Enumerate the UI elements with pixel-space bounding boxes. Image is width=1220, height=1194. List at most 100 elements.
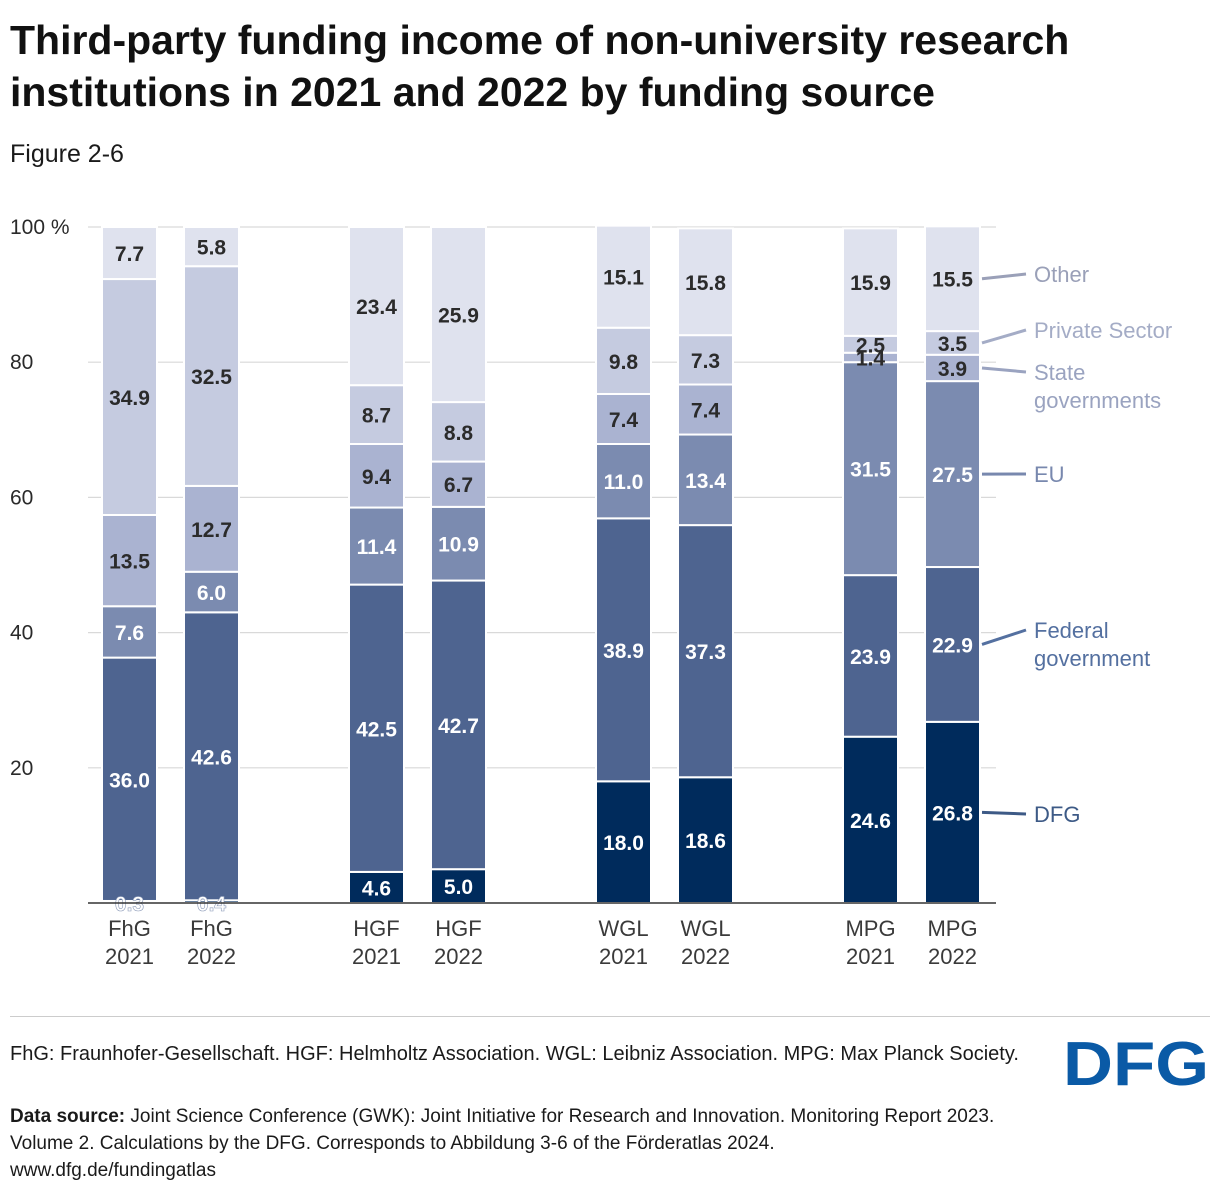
value-label: 5.8	[197, 237, 227, 260]
x-tick-label: HGF	[435, 916, 481, 941]
y-tick-label: 40	[10, 622, 33, 645]
dfg-logo: DFG	[1063, 1033, 1209, 1093]
x-tick-label: 2022	[187, 944, 236, 969]
legend-label: government	[1034, 646, 1150, 671]
value-label: 37.3	[685, 641, 726, 664]
x-tick-label: 2022	[434, 944, 483, 969]
value-label: 12.7	[191, 519, 232, 542]
abbreviations-note: FhG: Fraunhofer-Gesellschaft. HGF: Helmh…	[10, 1043, 1019, 1065]
x-tick-label: WGL	[598, 916, 648, 941]
value-label: 6.0	[197, 582, 226, 605]
legend-label: DFG	[1034, 802, 1080, 827]
bar-segment	[842, 227, 899, 337]
value-label: 7.6	[115, 622, 144, 645]
value-label: 23.4	[356, 296, 397, 319]
bar-segment	[924, 566, 981, 723]
stacked-bar-chart: 0.3 0.4 4.6 5.0 18.0 18.6 24.6 26.8 36.0 42.6 42.5…	[10, 216, 1172, 969]
x-tick-label: FhG	[190, 916, 233, 941]
legend-label: Federal	[1034, 618, 1109, 643]
value-label: 7.7	[115, 243, 144, 266]
legend-leader-line	[981, 628, 1027, 646]
data-source: Data source: Joint Science Conference (G…	[10, 1103, 1050, 1184]
bar-segment	[595, 392, 652, 445]
figure-number: Figure 2-6	[10, 140, 124, 168]
bar-segment	[101, 656, 158, 902]
value-label: 18.0	[603, 832, 644, 855]
value-label: 18.6	[685, 830, 726, 853]
bar-segment	[101, 513, 158, 608]
x-tick-label: FhG	[108, 916, 151, 941]
value-label: 32.5	[191, 366, 232, 389]
bar-segment	[348, 442, 405, 509]
bar-segment	[924, 353, 981, 383]
y-tick-label: 100 %	[10, 216, 70, 239]
bar-segment	[595, 442, 652, 520]
bar-segment	[677, 433, 734, 527]
value-label: 15.5	[932, 269, 973, 292]
value-label: 7.4	[609, 409, 639, 432]
value-label: 8.7	[362, 405, 391, 428]
bar-segment	[183, 265, 240, 487]
x-tick-label: 2021	[105, 944, 154, 969]
legend-leader-line	[981, 366, 1027, 374]
bar-segment	[677, 776, 734, 904]
legend-leader-line	[981, 272, 1027, 281]
bar-segment	[183, 226, 240, 268]
value-label: 7.3	[691, 350, 720, 373]
bar-segment	[677, 524, 734, 779]
x-tick-label: MPG	[927, 916, 977, 941]
value-label: 15.1	[603, 267, 644, 290]
legend-label: EU	[1034, 462, 1065, 487]
bar-segment	[101, 278, 158, 516]
x-tick-label: 2022	[928, 944, 977, 969]
x-tick-label: 2021	[352, 944, 401, 969]
bar-segment	[183, 611, 240, 902]
value-label: 9.8	[609, 351, 639, 374]
x-tick-label: MPG	[845, 916, 895, 941]
bar-segment	[430, 579, 487, 871]
bar-segment	[595, 224, 652, 329]
value-label: 22.9	[932, 634, 973, 657]
legend-label: Other	[1034, 262, 1089, 287]
bar-segment	[101, 605, 158, 659]
chart-title: Third-party funding income of non-univer…	[10, 17, 1070, 115]
y-tick-label: 60	[10, 486, 33, 509]
value-label: 15.8	[685, 272, 726, 295]
bar-segment	[430, 460, 487, 508]
value-label: 36.0	[109, 769, 150, 792]
x-tick-label: 2022	[681, 944, 730, 969]
y-tick-label: 80	[10, 351, 33, 374]
x-tick-label: 2021	[599, 944, 648, 969]
value-label: 8.8	[444, 422, 474, 445]
footer-divider	[10, 1016, 1210, 1017]
value-label: 3.9	[938, 358, 967, 381]
value-label: 4.6	[362, 877, 391, 900]
legend-label: State	[1034, 360, 1085, 385]
value-label: 31.5	[850, 459, 891, 482]
value-label: 3.5	[938, 333, 968, 356]
data-source-url[interactable]: www.dfg.de/fundingatlas	[10, 1160, 216, 1181]
value-label: 23.9	[850, 646, 891, 669]
value-label: 0.4	[197, 893, 227, 916]
y-tick-label: 20	[10, 757, 33, 780]
value-label: 24.6	[850, 810, 891, 833]
value-label: 15.9	[850, 272, 891, 295]
value-label: 1.4	[856, 347, 886, 370]
bar-segment	[348, 506, 405, 586]
dfg-logo-text: DFG	[1063, 1033, 1209, 1093]
value-label: 10.9	[438, 534, 479, 557]
bar-segment	[842, 735, 899, 904]
legend-leader-line	[981, 328, 1027, 345]
value-label: 42.7	[438, 715, 479, 738]
value-label: 27.5	[932, 464, 973, 487]
bar-segment	[430, 226, 487, 404]
bar-segment	[101, 226, 158, 281]
bar-segment	[677, 227, 734, 337]
value-label: 26.8	[932, 802, 973, 825]
value-label: 38.9	[603, 640, 644, 663]
legend-label: governments	[1034, 388, 1161, 413]
bar-segment	[677, 334, 734, 386]
bar-segment	[595, 780, 652, 905]
legend-leader-line	[981, 810, 1027, 816]
bar-segment	[595, 517, 652, 783]
